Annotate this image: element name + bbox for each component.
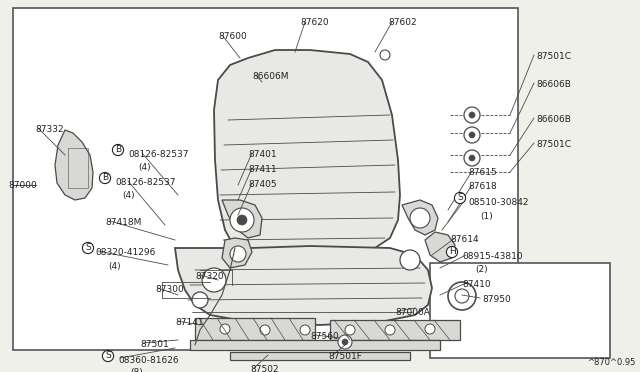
Circle shape <box>464 127 480 143</box>
Text: 87401: 87401 <box>248 150 276 159</box>
Text: 08320-41296: 08320-41296 <box>95 248 156 257</box>
Text: 86606B: 86606B <box>536 115 571 124</box>
Circle shape <box>220 324 230 334</box>
Text: 08126-82537: 08126-82537 <box>115 178 175 187</box>
Circle shape <box>464 107 480 123</box>
Text: 87618: 87618 <box>468 182 497 191</box>
Circle shape <box>345 325 355 335</box>
Circle shape <box>300 325 310 335</box>
Text: 08510-30842: 08510-30842 <box>468 198 529 207</box>
Circle shape <box>342 339 348 345</box>
Text: 86606M: 86606M <box>252 72 289 81</box>
Text: 87501: 87501 <box>140 340 169 349</box>
Text: 08360-81626: 08360-81626 <box>118 356 179 365</box>
Polygon shape <box>214 50 400 258</box>
Text: ^870^0.95: ^870^0.95 <box>587 358 635 367</box>
Circle shape <box>380 50 390 60</box>
Text: 87950: 87950 <box>482 295 511 304</box>
Circle shape <box>455 289 469 303</box>
Text: (2): (2) <box>475 265 488 274</box>
Circle shape <box>425 324 435 334</box>
Circle shape <box>230 246 246 262</box>
Circle shape <box>237 215 247 225</box>
Circle shape <box>469 112 475 118</box>
Text: 87615: 87615 <box>468 168 497 177</box>
Circle shape <box>385 325 395 335</box>
Polygon shape <box>425 232 455 262</box>
Text: 87000: 87000 <box>8 180 36 189</box>
Text: B: B <box>102 173 108 183</box>
Circle shape <box>410 208 430 228</box>
Text: 87602: 87602 <box>388 18 417 27</box>
Text: 87410: 87410 <box>462 280 491 289</box>
Text: 87502: 87502 <box>250 365 278 372</box>
Text: B: B <box>115 145 121 154</box>
Circle shape <box>469 155 475 161</box>
Bar <box>330 320 460 340</box>
Text: 87501C: 87501C <box>536 52 571 61</box>
Circle shape <box>469 132 475 138</box>
Text: S: S <box>457 193 463 202</box>
Circle shape <box>192 292 208 308</box>
Bar <box>430 263 610 358</box>
Text: 87000A: 87000A <box>395 308 430 317</box>
Text: 87418M: 87418M <box>105 218 141 227</box>
Text: H: H <box>449 247 456 257</box>
Text: 87560: 87560 <box>310 332 339 341</box>
Polygon shape <box>222 238 252 268</box>
Text: S: S <box>85 244 91 253</box>
Text: S: S <box>105 352 111 360</box>
Text: (8): (8) <box>130 368 143 372</box>
Bar <box>230 352 410 360</box>
Circle shape <box>400 250 420 270</box>
Text: 87501C: 87501C <box>536 140 571 149</box>
Text: (1): (1) <box>480 212 493 221</box>
Text: (4): (4) <box>108 262 120 271</box>
Text: (4): (4) <box>138 163 150 172</box>
Text: 87614: 87614 <box>450 235 479 244</box>
Text: 08915-43810: 08915-43810 <box>462 252 523 261</box>
Circle shape <box>464 150 480 166</box>
Polygon shape <box>175 246 432 325</box>
Text: 87320: 87320 <box>195 272 223 281</box>
Circle shape <box>448 282 476 310</box>
Bar <box>195 318 315 340</box>
Text: 08126-82537: 08126-82537 <box>128 150 189 159</box>
Polygon shape <box>55 130 93 200</box>
Text: 87600: 87600 <box>218 32 247 41</box>
Text: 87332: 87332 <box>35 125 63 134</box>
Text: 87141: 87141 <box>175 318 204 327</box>
Text: 87501F: 87501F <box>328 352 362 361</box>
Text: 87411: 87411 <box>248 165 276 174</box>
Circle shape <box>230 208 254 232</box>
Text: 87405: 87405 <box>248 180 276 189</box>
Bar <box>190 340 440 350</box>
Polygon shape <box>402 200 438 235</box>
Text: (4): (4) <box>122 191 134 200</box>
Polygon shape <box>222 200 262 238</box>
Circle shape <box>338 335 352 349</box>
Text: 87620: 87620 <box>300 18 328 27</box>
Circle shape <box>202 268 226 292</box>
Text: 87300: 87300 <box>155 285 184 294</box>
Circle shape <box>260 325 270 335</box>
Bar <box>13 8 518 350</box>
Text: 86606B: 86606B <box>536 80 571 89</box>
